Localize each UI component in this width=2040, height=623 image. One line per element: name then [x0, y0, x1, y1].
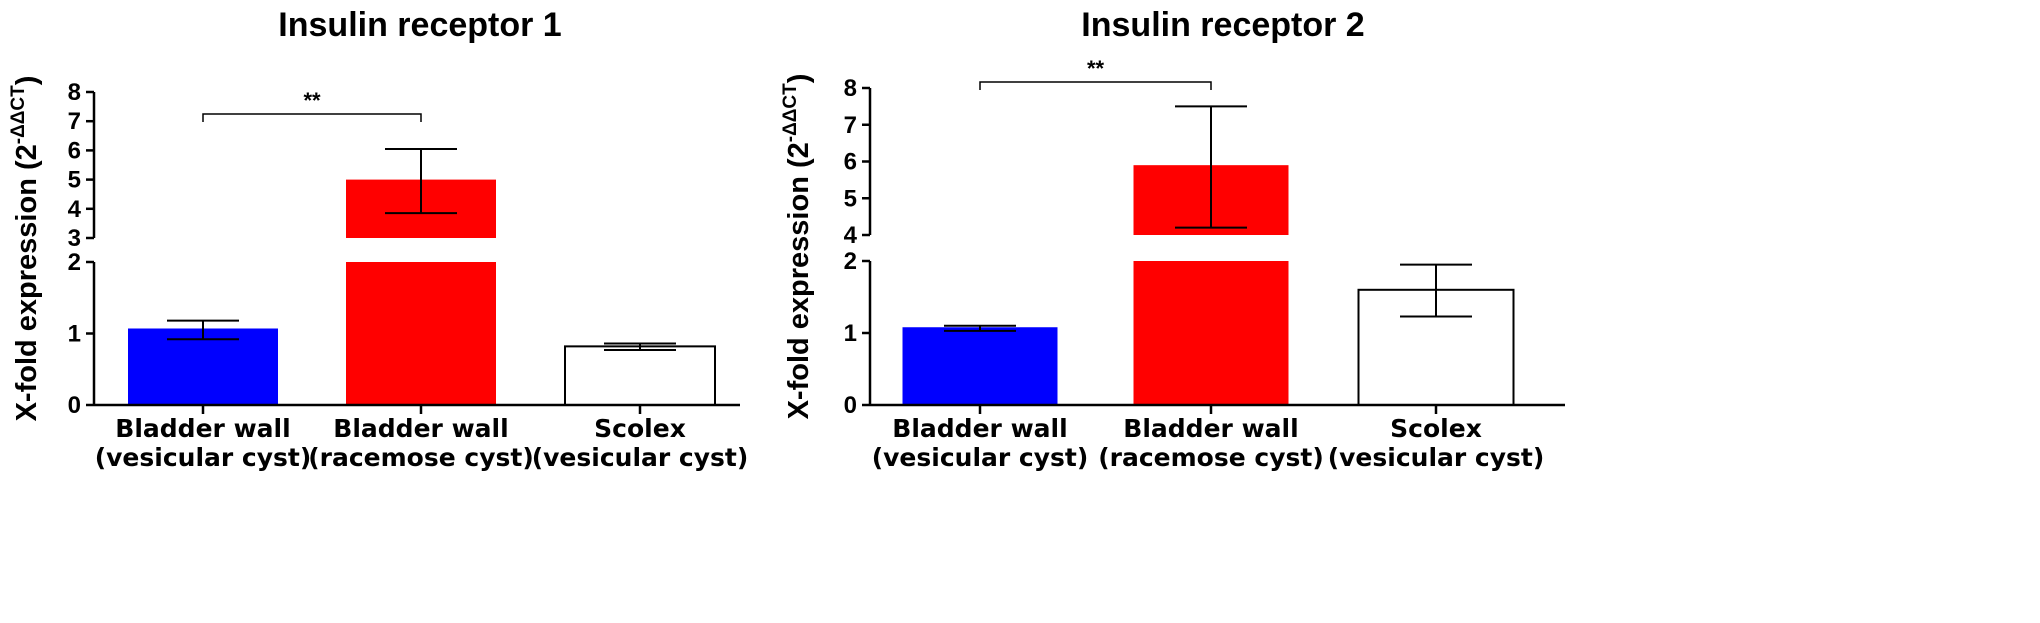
category-label-line1: Bladder wall — [115, 414, 290, 443]
category-label-line2: (racemose cyst) — [308, 443, 534, 472]
bar — [128, 328, 278, 405]
category-label-line1: Scolex — [594, 414, 686, 443]
category-label-line2: (vesicular cyst) — [1328, 443, 1545, 472]
category-label-line2: (vesicular cyst) — [872, 443, 1089, 472]
y-tick-label: 8 — [68, 79, 81, 106]
chart-title: Insulin receptor 2 — [1081, 6, 1364, 44]
y-tick-label: 0 — [844, 392, 857, 419]
y-axis-label: X-fold expression (2-ΔΔCT) — [780, 74, 815, 420]
category-label-line2: (vesicular cyst) — [95, 443, 312, 472]
y-tick-label: 1 — [844, 320, 857, 347]
bar — [1357, 288, 1515, 406]
y-tick-label: 4 — [68, 196, 82, 223]
category-label-line1: Bladder wall — [892, 414, 1067, 443]
y-axis-label: X-fold expression (2-ΔΔCT) — [8, 76, 43, 422]
y-tick-label: 6 — [844, 149, 857, 176]
y-tick-label: 5 — [68, 167, 81, 194]
y-tick-label: 7 — [844, 112, 857, 139]
category-label-line1: Bladder wall — [333, 414, 508, 443]
y-tick-label: 8 — [844, 75, 857, 102]
bar-lower-segment — [346, 262, 496, 405]
y-tick-label: 2 — [68, 249, 81, 276]
significance-bracket — [979, 81, 1212, 90]
y-tick-label: 7 — [68, 108, 81, 135]
category-label-line1: Bladder wall — [1123, 414, 1298, 443]
y-tick-label: 1 — [68, 321, 81, 348]
significance-label: ** — [1087, 56, 1105, 81]
bar — [564, 345, 716, 406]
significance-bracket — [202, 113, 422, 122]
category-label-line1: Scolex — [1390, 414, 1482, 443]
significance-label: ** — [303, 88, 321, 113]
bar — [902, 327, 1058, 405]
category-label-line2: (racemose cyst) — [1098, 443, 1324, 472]
chart-title: Insulin receptor 1 — [278, 6, 561, 44]
y-tick-label: 4 — [844, 222, 858, 249]
y-tick-label: 3 — [68, 225, 81, 252]
chart-2: Insulin receptor 2 X-fold expression (2-Δ… — [780, 6, 1565, 472]
y-tick-label: 0 — [68, 392, 81, 419]
chart-1: Insulin receptor 1 X-fold expression (2-Δ… — [8, 6, 748, 472]
category-label-line2: (vesicular cyst) — [532, 443, 749, 472]
y-tick-label: 2 — [844, 248, 857, 275]
y-tick-label: 6 — [68, 137, 81, 164]
y-tick-label: 5 — [844, 185, 857, 212]
bar-lower-segment — [1133, 261, 1289, 405]
